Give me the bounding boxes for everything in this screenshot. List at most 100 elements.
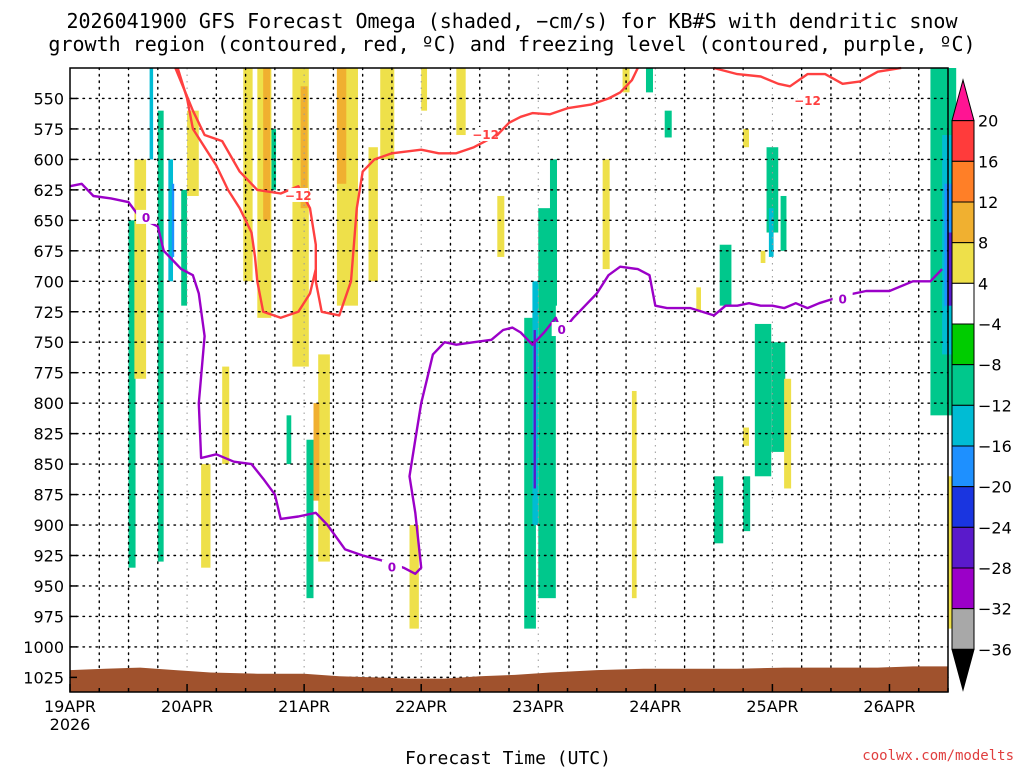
omega-cell [222, 366, 230, 465]
omega-cell [664, 110, 672, 138]
colorbar-label: −28 [978, 559, 1012, 578]
omega-cell [768, 208, 774, 257]
omega-cell [409, 525, 419, 629]
omega-cell [243, 68, 253, 282]
terrain-polygon [70, 666, 948, 692]
chart-title: 2026041900 GFS Forecast Omega (shaded, −… [48, 9, 975, 56]
colorbar-cell [951, 242, 975, 284]
omega-cell [754, 323, 772, 477]
omega-cell [306, 439, 314, 599]
x-axis-label: Forecast Time (UTC) [405, 748, 611, 768]
colorbar-label: −36 [978, 640, 1012, 659]
omega-cell [780, 195, 787, 251]
y-tick-label: 1025 [23, 668, 64, 687]
y-tick-label: 575 [33, 120, 64, 139]
omega-cell [645, 68, 653, 93]
omega-cell [771, 342, 786, 452]
contour-label: −12 [285, 189, 312, 203]
x-tick-label: 21APR [278, 697, 330, 716]
colorbar-label: 8 [978, 234, 988, 253]
omega-cell [187, 110, 199, 196]
omega-cell [743, 128, 749, 148]
colorbar-label: −32 [978, 600, 1012, 619]
omega-cell [743, 476, 751, 532]
colorbar-cell [951, 526, 975, 569]
colorbar-label: −16 [978, 437, 1012, 456]
omega-cell [128, 220, 136, 568]
omega-shading [128, 68, 958, 629]
omega-cell [368, 147, 378, 282]
omega-cell [171, 183, 175, 257]
colorbar-cell [951, 201, 975, 244]
contour-label: 0 [838, 293, 846, 307]
colorbar-label: −4 [978, 315, 1002, 334]
omega-cell [497, 195, 505, 257]
contour-label-bg [551, 322, 572, 337]
omega-cell [286, 415, 292, 465]
colorbar-cell [951, 364, 975, 406]
contour-label-bg [797, 92, 818, 107]
y-tick-label: 825 [33, 425, 64, 444]
x-year-label: 2026 [50, 715, 91, 734]
y-tick-label: 800 [33, 394, 64, 413]
contour-label-bg [381, 559, 402, 574]
y-tick-label: 875 [33, 486, 64, 505]
colorbar-arrow-bottom [951, 648, 975, 692]
omega-cell [456, 68, 466, 136]
y-tick-label: 675 [33, 242, 64, 261]
omega-cell [181, 189, 188, 306]
omega-cell [263, 68, 271, 221]
y-tick-label: 850 [33, 455, 64, 474]
y-tick-label: 925 [33, 547, 64, 566]
colorbar-label: −24 [978, 518, 1012, 537]
colorbar-label: −12 [978, 396, 1012, 415]
contour-lines: −12 −12 −12 0 0 0 0 [69, 66, 943, 575]
omega-cell [318, 354, 330, 562]
colorbar-label: 12 [978, 193, 998, 212]
omega-cell [760, 250, 766, 263]
omega-cell [719, 244, 732, 306]
omega-cell [149, 68, 154, 160]
omega-cell [743, 427, 749, 446]
omega-cell [421, 68, 428, 111]
contour-label: 0 [558, 323, 566, 337]
contour-line [174, 67, 639, 317]
omega-cell [784, 378, 792, 489]
contour-label: −12 [472, 128, 499, 142]
omega-cell [336, 68, 347, 184]
omega-cell [524, 317, 536, 629]
credit-text[interactable]: coolwx.com/modelts [862, 748, 1014, 764]
omega-cell [631, 390, 637, 599]
x-tick-label: 22APR [395, 697, 447, 716]
colorbar-label: −20 [978, 478, 1012, 497]
x-tick-label: 26APR [863, 697, 915, 716]
y-tick-label: 775 [33, 364, 64, 383]
y-tick-label: 700 [33, 272, 64, 291]
omega-cell [602, 159, 610, 270]
axes: 550 575 600 625 650 675 700 725 750 775 800 825 850 8… [23, 67, 949, 734]
colorbar-cell [951, 486, 975, 528]
terrain-fill [70, 666, 948, 692]
omega-cell [157, 110, 164, 562]
colorbar-cell [951, 445, 975, 488]
colorbar: 20 16 12 8 4 −4 −8 −12 −16 −20 −24 −28 −32 −36 [951, 78, 1012, 692]
y-tick-label: 950 [33, 577, 64, 596]
omega-cell [696, 287, 701, 312]
contour-label-bg [475, 127, 496, 142]
colorbar-label: 16 [978, 152, 998, 171]
colorbar-cell [951, 323, 975, 366]
contour-label: 0 [142, 211, 150, 225]
grid-lines [69, 67, 949, 693]
x-tick-label: 24APR [629, 697, 681, 716]
omega-cell [380, 68, 395, 160]
y-tick-label: 750 [33, 333, 64, 352]
omega-cell [533, 330, 536, 489]
contour-line [713, 66, 902, 88]
omega-cell [313, 403, 320, 501]
omega-cell [549, 159, 557, 306]
colorbar-cell [951, 282, 975, 325]
title-line: growth region (contoured, red, ºC) and f… [48, 32, 975, 56]
colorbar-cell [951, 608, 975, 650]
y-tick-label: 975 [33, 607, 64, 626]
